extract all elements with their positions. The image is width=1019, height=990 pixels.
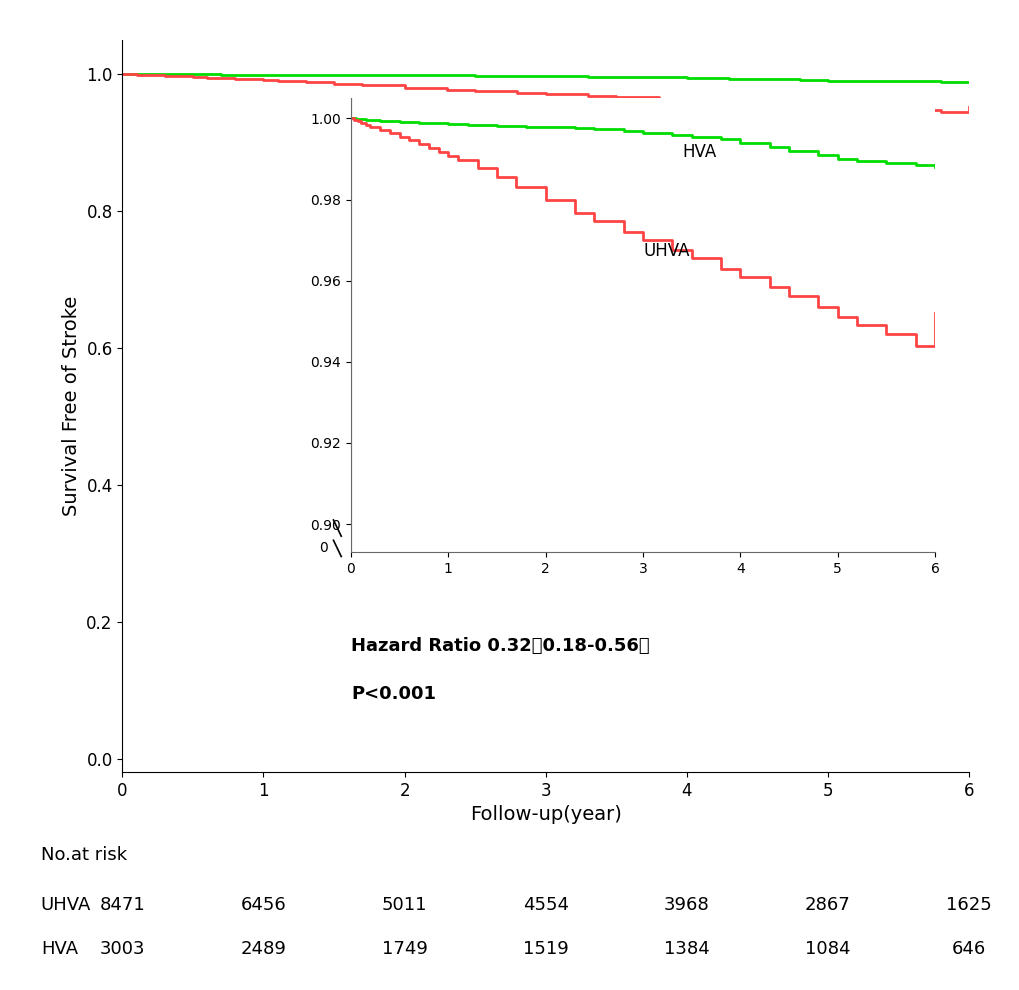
Text: UHVA: UHVA: [41, 896, 91, 914]
Text: HVA: HVA: [41, 940, 77, 958]
Text: 4554: 4554: [522, 896, 569, 914]
Text: 1384: 1384: [663, 940, 709, 958]
Text: No.at risk: No.at risk: [41, 846, 126, 864]
Text: 8471: 8471: [100, 896, 145, 914]
Text: 1625: 1625: [946, 896, 990, 914]
Text: 2489: 2489: [240, 940, 286, 958]
Text: 3968: 3968: [663, 896, 709, 914]
Text: 2867: 2867: [804, 896, 850, 914]
Text: 6456: 6456: [240, 896, 286, 914]
Y-axis label: Survival Free of Stroke: Survival Free of Stroke: [62, 296, 81, 516]
Text: 646: 646: [951, 940, 985, 958]
Text: 1749: 1749: [381, 940, 427, 958]
Text: 3003: 3003: [100, 940, 145, 958]
Text: 1519: 1519: [523, 940, 568, 958]
Text: Hazard Ratio 0.32（0.18-0.56）: Hazard Ratio 0.32（0.18-0.56）: [351, 638, 649, 655]
X-axis label: Follow-up(year): Follow-up(year): [470, 806, 621, 825]
Text: P<0.001: P<0.001: [351, 685, 435, 703]
Text: 5011: 5011: [381, 896, 427, 914]
Text: 1084: 1084: [804, 940, 850, 958]
